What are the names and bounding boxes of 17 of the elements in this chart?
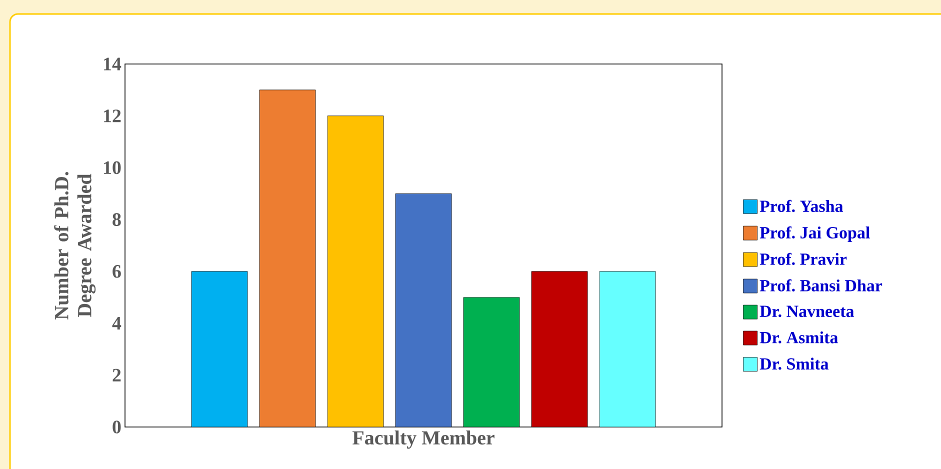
y-tick-label: 14: [104, 58, 122, 70]
x-axis-title: Faculty Member: [352, 430, 494, 449]
y-axis-title: Number of Ph.D. Degree Awarded: [54, 172, 96, 320]
y-tick-label: 8: [112, 213, 121, 226]
y-tick-label: 4: [112, 317, 122, 330]
legend-label: Prof. Jai Gopal: [760, 226, 870, 242]
y-tick-label: 2: [112, 368, 121, 382]
y-tick-label: 12: [104, 110, 121, 122]
legend-label: Prof. Pravir: [760, 252, 847, 266]
y-tick-label: 10: [104, 161, 121, 174]
legend-label: Dr. Asmita: [760, 331, 838, 344]
legend-label: Dr. Navneeta: [760, 306, 854, 318]
legend-label: Dr. Smita: [760, 358, 829, 370]
y-tick-label: 0: [112, 420, 121, 434]
legend-label: Prof. Yasha: [760, 200, 844, 212]
y-tick-label: 6: [112, 265, 121, 278]
legend-label: Prof. Bansi Dhar: [760, 279, 882, 292]
